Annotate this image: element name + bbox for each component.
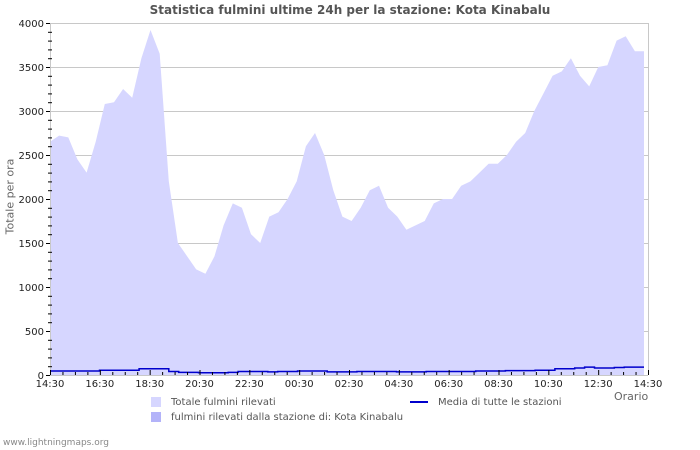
footer-credit: www.lightningmaps.org — [3, 438, 109, 448]
svg-text:00:30: 00:30 — [285, 379, 314, 390]
legend-item-station: fulmini rilevati dalla stazione di: Kota… — [151, 412, 403, 424]
chart-title: Statistica fulmini ultime 24h per la sta… — [149, 3, 551, 17]
svg-text:1500: 1500 — [19, 239, 44, 250]
legend-label-station: fulmini rilevati dalla stazione di: Kota… — [171, 412, 404, 423]
svg-text:16:30: 16:30 — [85, 379, 114, 390]
average-line — [50, 366, 644, 374]
svg-text:10:30: 10:30 — [534, 379, 563, 390]
x-axis-ticks: 14:30 16:30 18:30 20:30 22:30 00:30 02:30 04:30… — [36, 370, 663, 390]
total-strikes-area — [50, 30, 644, 375]
svg-text:2000: 2000 — [19, 195, 44, 206]
svg-text:08:30: 08:30 — [484, 379, 513, 390]
svg-text:06:30: 06:30 — [434, 379, 463, 390]
svg-text:500: 500 — [25, 327, 44, 338]
legend-label-average: Media di tutte le stazioni — [438, 397, 562, 408]
svg-text:2500: 2500 — [19, 151, 44, 162]
legend-swatch-total — [151, 397, 161, 407]
legend-item-total: Totale fulmini rilevati — [151, 397, 276, 409]
svg-text:4000: 4000 — [19, 19, 44, 30]
svg-text:18:30: 18:30 — [135, 379, 164, 390]
svg-text:14:30: 14:30 — [634, 379, 663, 390]
axes — [50, 23, 649, 376]
svg-text:04:30: 04:30 — [384, 379, 413, 390]
svg-text:14:30: 14:30 — [36, 379, 65, 390]
svg-text:3500: 3500 — [19, 63, 44, 74]
svg-text:20:30: 20:30 — [185, 379, 214, 390]
svg-text:22:30: 22:30 — [235, 379, 264, 390]
svg-text:3000: 3000 — [19, 107, 44, 118]
legend-swatch-station — [151, 412, 161, 422]
legend-label-total: Totale fulmini rilevati — [171, 397, 276, 408]
svg-text:0: 0 — [38, 371, 44, 382]
legend-item-average: Media di tutte le stazioni — [410, 397, 562, 409]
legend-swatch-average — [410, 401, 428, 403]
svg-text:12:30: 12:30 — [584, 379, 613, 390]
svg-text:1000: 1000 — [19, 283, 44, 294]
svg-text:02:30: 02:30 — [335, 379, 364, 390]
x-axis-label: Orario — [614, 390, 649, 403]
y-axis-ticks: 0 500 1000 1500 2000 2500 3000 3500 4000 — [19, 19, 52, 382]
